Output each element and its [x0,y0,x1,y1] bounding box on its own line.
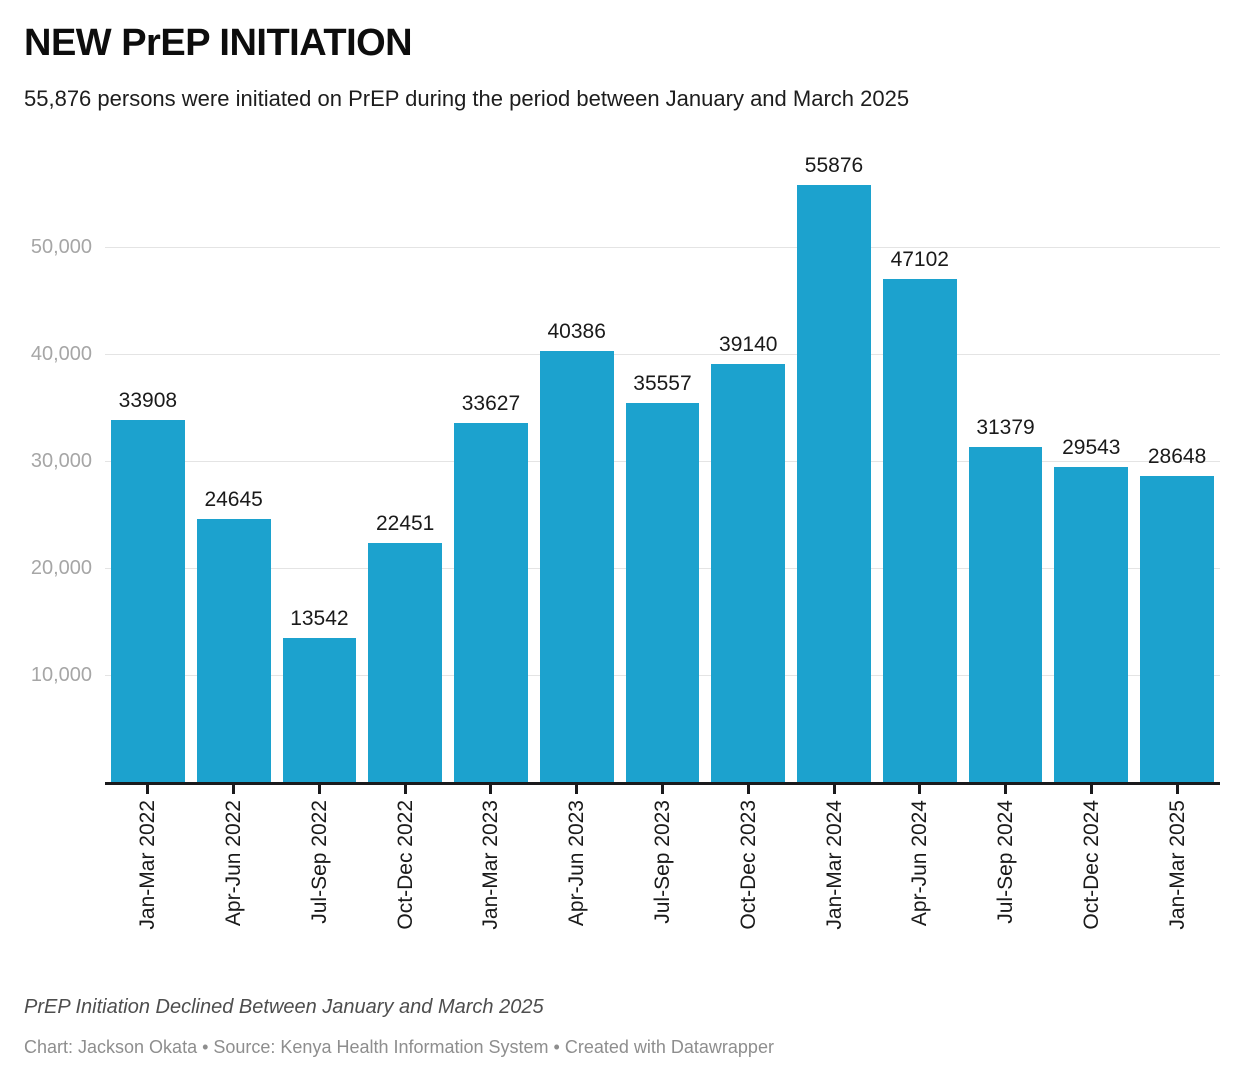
bar-value-label: 22451 [375,511,435,535]
bar-column: 13542 [277,150,363,783]
bar-column: 28648 [1134,150,1220,783]
bar-value-label: 35557 [633,371,692,395]
x-tick-mark [1004,785,1008,794]
x-tick-label: Oct-Dec 2024 [1079,800,1103,930]
bar[interactable] [539,350,614,783]
gridline [105,354,1220,355]
bar-value-label: 55876 [804,154,864,178]
x-tick-mark [575,785,579,794]
bar-value-label: 24645 [204,488,263,512]
x-tick-label: Jan-Mar 2024 [822,800,846,930]
x-tick-label: Jan-Mar 2022 [136,800,160,930]
bar-column: 29543 [1048,150,1134,783]
x-axis-slot: Jul-Sep 2022 [277,785,363,975]
x-tick-label: Oct-Dec 2023 [736,800,760,930]
x-axis-slot: Jul-Sep 2024 [963,785,1049,975]
bar[interactable] [368,542,443,783]
chart-subtitle: 55,876 persons were initiated on PrEP du… [24,86,910,111]
bar-value-label: 31379 [976,416,1035,440]
x-axis-slot: Apr-Jun 2022 [191,785,277,975]
x-axis-slot: Jan-Mar 2025 [1134,785,1220,975]
bar-column: 33908 [105,150,191,783]
bar-columns: 33908 24645 13542 22451 33627 40386 35557 39140… [105,150,1220,783]
x-axis-slot: Jul-Sep 2023 [620,785,706,975]
x-axis-line [105,782,1220,785]
bar-column: 47102 [877,150,963,783]
y-tick-label: 50,000 [30,236,92,258]
gridline [105,247,1220,248]
x-axis-slot: Apr-Jun 2023 [534,785,620,975]
plot-area: 33908 24645 13542 22451 33627 40386 35557 39140… [105,150,1220,783]
bar-column: 35557 [620,150,706,783]
x-axis-slot: Oct-Dec 2024 [1048,785,1134,975]
bar[interactable] [968,447,1043,783]
y-tick-label: 40,000 [30,343,92,365]
chart-credit: Chart: Jackson Okata • Source: Kenya Hea… [24,1037,774,1057]
x-axis-slot: Jan-Mar 2024 [791,785,877,975]
x-axis-labels: Jan-Mar 2022 Apr-Jun 2022 Jul-Sep 2022 Oct-… [105,785,1220,975]
bar-column: 55876 [791,150,877,783]
bar[interactable] [797,185,871,783]
y-tick-label: 20,000 [30,557,92,579]
x-tick-mark [746,785,750,794]
x-tick-mark [1175,785,1179,794]
bar[interactable] [454,423,528,783]
y-tick-label: 10,000 [30,664,92,686]
x-tick-label: Jul-Sep 2023 [650,800,674,924]
bar[interactable] [625,402,700,783]
x-tick-mark [832,785,836,794]
x-axis-slot: Oct-Dec 2023 [705,785,791,975]
y-axis-labels: 10,000 20,000 30,000 40,000 50,000 [0,150,92,783]
bar[interactable] [1054,466,1129,783]
bar-value-label: 28648 [1147,445,1207,469]
x-tick-mark [1089,785,1093,794]
bar-column: 24645 [191,150,277,783]
x-tick-mark [660,785,664,794]
bar-value-label: 33627 [461,392,521,416]
bar[interactable] [196,519,271,783]
bar-value-label: 47102 [890,248,949,272]
bar-column: 33627 [448,150,534,783]
x-tick-mark [489,785,493,794]
x-tick-mark [232,785,236,794]
page-title: NEW PrEP INITIATION [24,22,413,64]
bar[interactable] [282,638,357,783]
y-tick-label: 30,000 [30,450,92,472]
x-tick-mark [403,785,407,794]
bar-column: 40386 [534,150,620,783]
bar[interactable] [882,279,957,783]
x-tick-mark [317,785,321,794]
x-tick-label: Apr-Jun 2023 [565,800,589,927]
x-axis-slot: Oct-Dec 2022 [362,785,448,975]
bar-value-label: 13542 [290,607,349,631]
x-tick-mark [146,785,150,794]
x-tick-label: Jul-Sep 2022 [307,800,331,924]
x-tick-label: Jul-Sep 2024 [994,800,1018,924]
x-tick-label: Jan-Mar 2023 [479,800,503,930]
x-tick-label: Apr-Jun 2022 [222,800,246,927]
bar[interactable] [1140,476,1214,783]
x-axis-slot: Jan-Mar 2023 [448,785,534,975]
x-tick-label: Jan-Mar 2025 [1165,800,1189,930]
bar-chart: 10,000 20,000 30,000 40,000 50,000 33908 2464… [0,150,1240,930]
x-tick-label: Oct-Dec 2022 [393,800,417,930]
bar-column: 39140 [705,150,791,783]
bar-value-label: 39140 [719,333,778,357]
bar-value-label: 40386 [547,319,606,343]
chart-notes: PrEP Initiation Declined Between January… [24,996,544,1018]
bar-value-label: 33908 [118,389,178,413]
x-tick-label: Apr-Jun 2024 [908,800,932,927]
bar[interactable] [111,420,185,783]
x-tick-mark [918,785,922,794]
x-axis-slot: Jan-Mar 2022 [105,785,191,975]
bar[interactable] [711,364,786,783]
bar-column: 31379 [963,150,1049,783]
bar-column: 22451 [362,150,448,783]
x-axis-slot: Apr-Jun 2024 [877,785,963,975]
bar-value-label: 29543 [1062,435,1121,459]
